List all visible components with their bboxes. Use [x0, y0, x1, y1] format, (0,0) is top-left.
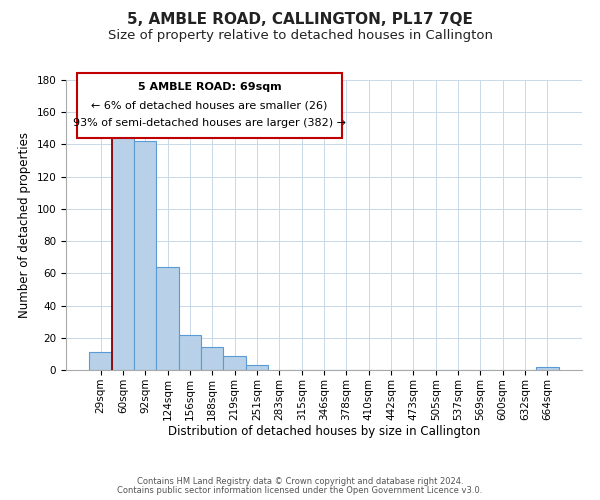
X-axis label: Distribution of detached houses by size in Callington: Distribution of detached houses by size … — [168, 426, 480, 438]
Text: Size of property relative to detached houses in Callington: Size of property relative to detached ho… — [107, 29, 493, 42]
Text: Contains HM Land Registry data © Crown copyright and database right 2024.: Contains HM Land Registry data © Crown c… — [137, 477, 463, 486]
Bar — [89, 352, 112, 370]
Bar — [179, 334, 201, 370]
Bar — [134, 141, 157, 370]
Bar — [536, 367, 559, 370]
Bar — [201, 348, 223, 370]
Text: 93% of semi-detached houses are larger (382) →: 93% of semi-detached houses are larger (… — [73, 118, 346, 128]
Text: ← 6% of detached houses are smaller (26): ← 6% of detached houses are smaller (26) — [91, 100, 328, 110]
Bar — [246, 365, 268, 370]
Text: 5, AMBLE ROAD, CALLINGTON, PL17 7QE: 5, AMBLE ROAD, CALLINGTON, PL17 7QE — [127, 12, 473, 28]
Bar — [157, 267, 179, 370]
Y-axis label: Number of detached properties: Number of detached properties — [18, 132, 31, 318]
Text: 5 AMBLE ROAD: 69sqm: 5 AMBLE ROAD: 69sqm — [137, 82, 281, 92]
Bar — [223, 356, 246, 370]
Bar — [112, 128, 134, 370]
Text: Contains public sector information licensed under the Open Government Licence v3: Contains public sector information licen… — [118, 486, 482, 495]
